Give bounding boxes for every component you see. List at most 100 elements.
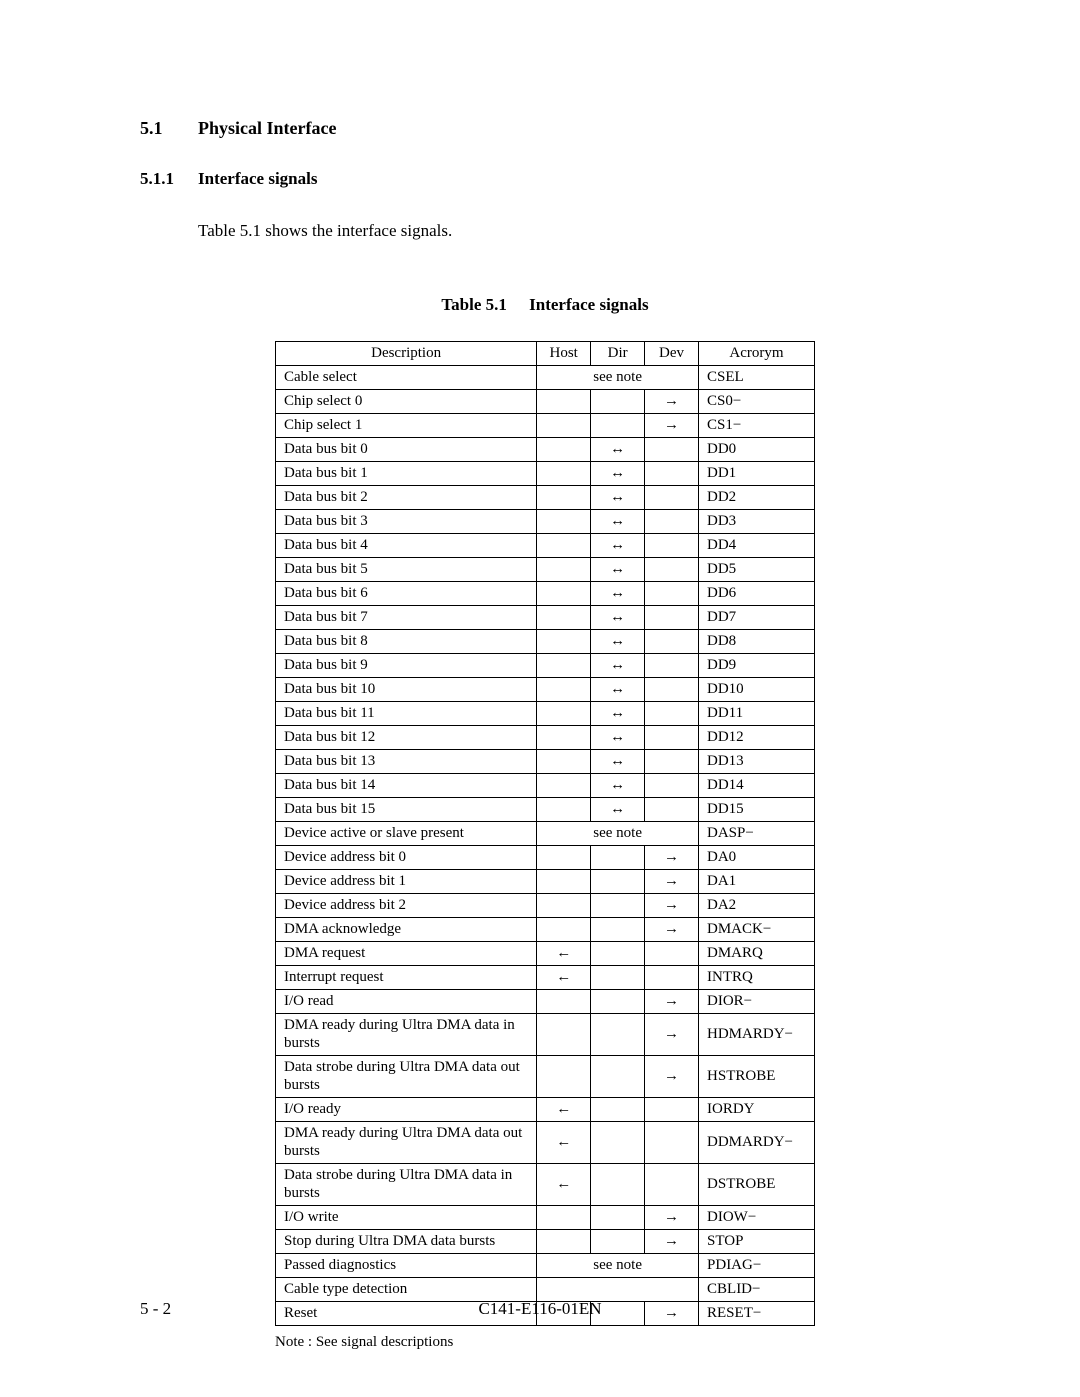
- footer-page-number: 5 - 2: [140, 1299, 171, 1319]
- cell-host: [537, 1230, 591, 1254]
- cell-dev: [645, 438, 699, 462]
- cell-description: DMA ready during Ultra DMA data in burst…: [276, 1014, 537, 1056]
- table-header-row: Description Host Dir Dev Acrorym: [276, 342, 815, 366]
- cell-acronym: CSEL: [699, 366, 815, 390]
- interface-signals-table: Description Host Dir Dev Acrorym Cable s…: [275, 341, 815, 1326]
- cell-dir: [591, 390, 645, 414]
- cell-dir: ↔: [591, 486, 645, 510]
- cell-dir: [591, 942, 645, 966]
- table-row: Data bus bit 3↔DD3: [276, 510, 815, 534]
- cell-dev: →: [645, 918, 699, 942]
- table-row: Data bus bit 11↔DD11: [276, 702, 815, 726]
- cell-dir: [591, 1098, 645, 1122]
- cell-acronym: DSTROBE: [699, 1164, 815, 1206]
- cell-description: DMA acknowledge: [276, 918, 537, 942]
- table-caption-label: Table 5.1: [441, 295, 507, 314]
- cell-description: Data bus bit 5: [276, 558, 537, 582]
- cell-dir: [591, 966, 645, 990]
- cell-acronym: DD15: [699, 798, 815, 822]
- cell-dev: [645, 558, 699, 582]
- cell-acronym: DASP−: [699, 822, 815, 846]
- cell-dev: [645, 966, 699, 990]
- cell-acronym: DD1: [699, 462, 815, 486]
- cell-dev: [645, 486, 699, 510]
- table-row: I/O read→DIOR−: [276, 990, 815, 1014]
- cell-acronym: DD4: [699, 534, 815, 558]
- cell-description: Data bus bit 9: [276, 654, 537, 678]
- cell-acronym: DA1: [699, 870, 815, 894]
- cell-see-note: see note: [537, 822, 699, 846]
- cell-host: [537, 390, 591, 414]
- cell-description: Data bus bit 0: [276, 438, 537, 462]
- cell-description: Data bus bit 2: [276, 486, 537, 510]
- cell-host: [537, 990, 591, 1014]
- table-row: Data bus bit 10↔DD10: [276, 678, 815, 702]
- table-row: Data strobe during Ultra DMA data in bur…: [276, 1164, 815, 1206]
- cell-description: Data bus bit 7: [276, 606, 537, 630]
- cell-dir: [591, 1164, 645, 1206]
- cell-host: [537, 798, 591, 822]
- cell-acronym: DMACK−: [699, 918, 815, 942]
- cell-acronym: DD0: [699, 438, 815, 462]
- cell-see-note: see note: [537, 366, 699, 390]
- subsection-number: 5.1.1: [140, 169, 198, 189]
- cell-acronym: CBLID−: [699, 1278, 815, 1302]
- table-row: Data bus bit 13↔DD13: [276, 750, 815, 774]
- cell-description: Data bus bit 14: [276, 774, 537, 798]
- cell-dev: [645, 654, 699, 678]
- cell-description: Data strobe during Ultra DMA data in bur…: [276, 1164, 537, 1206]
- cell-acronym: DIOW−: [699, 1206, 815, 1230]
- cell-host: [537, 870, 591, 894]
- cell-description: Cable type detection: [276, 1278, 537, 1302]
- cell-acronym: DD13: [699, 750, 815, 774]
- cell-dir: [591, 1206, 645, 1230]
- cell-dir: [591, 414, 645, 438]
- cell-host: [537, 606, 591, 630]
- table-row: Device address bit 2→DA2: [276, 894, 815, 918]
- cell-acronym: DD5: [699, 558, 815, 582]
- cell-description: Data strobe during Ultra DMA data out bu…: [276, 1056, 537, 1098]
- table-row: Data bus bit 2↔DD2: [276, 486, 815, 510]
- cell-description: Data bus bit 15: [276, 798, 537, 822]
- cell-description: Data bus bit 10: [276, 678, 537, 702]
- cell-host: [537, 558, 591, 582]
- cell-acronym: DD14: [699, 774, 815, 798]
- table-caption: Table 5.1 Interface signals: [140, 295, 950, 315]
- cell-description: Data bus bit 8: [276, 630, 537, 654]
- cell-dir: ↔: [591, 702, 645, 726]
- cell-description: Device address bit 1: [276, 870, 537, 894]
- cell-dev: [645, 1122, 699, 1164]
- table-row: DMA ready during Ultra DMA data out burs…: [276, 1122, 815, 1164]
- col-header-dir: Dir: [591, 342, 645, 366]
- cell-acronym: DDMARDY−: [699, 1122, 815, 1164]
- cell-dev: [645, 1098, 699, 1122]
- cell-acronym: DD6: [699, 582, 815, 606]
- subsection-title: Interface signals: [198, 169, 317, 189]
- cell-description: Data bus bit 3: [276, 510, 537, 534]
- table-row: Cable type detection CBLID−: [276, 1278, 815, 1302]
- cell-acronym: IORDY: [699, 1098, 815, 1122]
- cell-host: [537, 678, 591, 702]
- cell-acronym: HDMARDY−: [699, 1014, 815, 1056]
- cell-host: [537, 726, 591, 750]
- footer-doc-id: C141-E116-01EN: [478, 1299, 601, 1319]
- cell-dir: ↔: [591, 510, 645, 534]
- cell-description: Device address bit 0: [276, 846, 537, 870]
- cell-dir: ↔: [591, 726, 645, 750]
- col-header-description: Description: [276, 342, 537, 366]
- cell-host: ←: [537, 942, 591, 966]
- cell-host: ←: [537, 966, 591, 990]
- cell-dir: ↔: [591, 534, 645, 558]
- cell-description: Device active or slave present: [276, 822, 537, 846]
- table-row: Data bus bit 0↔DD0: [276, 438, 815, 462]
- cell-acronym: DIOR−: [699, 990, 815, 1014]
- cell-description: Data bus bit 12: [276, 726, 537, 750]
- cell-description: Chip select 0: [276, 390, 537, 414]
- cell-dev: [645, 726, 699, 750]
- cell-description: Data bus bit 11: [276, 702, 537, 726]
- cell-dir: ↔: [591, 798, 645, 822]
- cell-dev: [645, 678, 699, 702]
- col-header-host: Host: [537, 342, 591, 366]
- cell-host: [537, 846, 591, 870]
- table-row: Data bus bit 12↔DD12: [276, 726, 815, 750]
